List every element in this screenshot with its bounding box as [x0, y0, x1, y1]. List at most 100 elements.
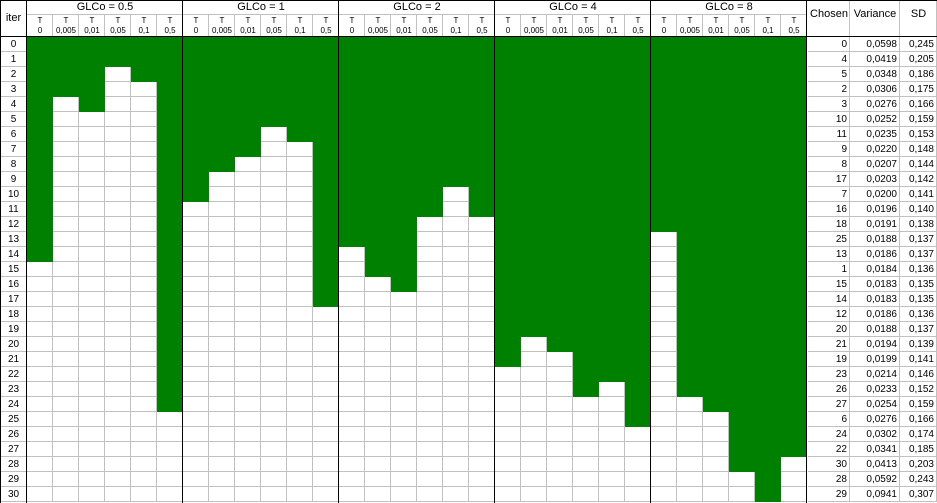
- data-cell[interactable]: [469, 457, 495, 472]
- data-cell[interactable]: [521, 187, 547, 202]
- data-cell[interactable]: [53, 442, 79, 457]
- data-cell[interactable]: [547, 232, 573, 247]
- data-cell[interactable]: [235, 172, 261, 187]
- data-cell[interactable]: [183, 202, 209, 217]
- data-cell[interactable]: [339, 397, 365, 412]
- data-cell[interactable]: [105, 37, 131, 52]
- data-cell[interactable]: [625, 157, 651, 172]
- data-cell[interactable]: [183, 142, 209, 157]
- data-cell[interactable]: [625, 412, 651, 427]
- data-cell[interactable]: [287, 457, 313, 472]
- data-cell[interactable]: [755, 142, 781, 157]
- data-cell[interactable]: [391, 262, 417, 277]
- summary-cell[interactable]: [850, 202, 900, 217]
- data-cell[interactable]: [573, 37, 599, 52]
- data-cell[interactable]: [365, 52, 391, 67]
- data-cell[interactable]: [677, 202, 703, 217]
- data-cell[interactable]: [755, 82, 781, 97]
- data-cell[interactable]: [261, 202, 287, 217]
- summary-cell[interactable]: [850, 217, 900, 232]
- data-cell[interactable]: [599, 322, 625, 337]
- data-cell[interactable]: [677, 217, 703, 232]
- data-cell[interactable]: [703, 337, 729, 352]
- data-cell[interactable]: [27, 307, 53, 322]
- data-cell[interactable]: [261, 127, 287, 142]
- data-cell[interactable]: [521, 97, 547, 112]
- data-cell[interactable]: [677, 262, 703, 277]
- data-cell[interactable]: [417, 322, 443, 337]
- data-cell[interactable]: [313, 487, 339, 502]
- data-cell[interactable]: [105, 292, 131, 307]
- data-cell[interactable]: [105, 367, 131, 382]
- data-cell[interactable]: [495, 352, 521, 367]
- data-cell[interactable]: [131, 337, 157, 352]
- data-cell[interactable]: [53, 52, 79, 67]
- data-cell[interactable]: [339, 277, 365, 292]
- data-cell[interactable]: [703, 397, 729, 412]
- data-cell[interactable]: [599, 97, 625, 112]
- data-cell[interactable]: [313, 202, 339, 217]
- data-cell[interactable]: [105, 172, 131, 187]
- data-cell[interactable]: [209, 187, 235, 202]
- summary-cell[interactable]: [850, 142, 900, 157]
- data-cell[interactable]: [131, 247, 157, 262]
- data-cell[interactable]: [183, 112, 209, 127]
- data-cell[interactable]: [79, 457, 105, 472]
- data-cell[interactable]: [105, 307, 131, 322]
- data-cell[interactable]: [287, 202, 313, 217]
- data-cell[interactable]: [391, 427, 417, 442]
- data-cell[interactable]: [79, 412, 105, 427]
- data-cell[interactable]: [365, 322, 391, 337]
- data-cell[interactable]: [625, 472, 651, 487]
- summary-cell[interactable]: [850, 307, 900, 322]
- data-cell[interactable]: [703, 157, 729, 172]
- data-cell[interactable]: [599, 82, 625, 97]
- summary-cell[interactable]: [808, 292, 850, 307]
- data-cell[interactable]: [781, 292, 807, 307]
- data-cell[interactable]: [339, 52, 365, 67]
- data-cell[interactable]: [209, 352, 235, 367]
- data-cell[interactable]: [651, 142, 677, 157]
- data-cell[interactable]: [287, 52, 313, 67]
- data-cell[interactable]: [391, 202, 417, 217]
- data-cell[interactable]: [287, 412, 313, 427]
- data-cell[interactable]: [547, 157, 573, 172]
- data-cell[interactable]: [261, 337, 287, 352]
- data-cell[interactable]: [235, 337, 261, 352]
- data-cell[interactable]: [677, 487, 703, 502]
- data-cell[interactable]: [53, 427, 79, 442]
- data-cell[interactable]: [131, 127, 157, 142]
- data-cell[interactable]: [599, 202, 625, 217]
- data-cell[interactable]: [443, 472, 469, 487]
- data-cell[interactable]: [755, 52, 781, 67]
- data-cell[interactable]: [27, 487, 53, 502]
- data-cell[interactable]: [755, 382, 781, 397]
- data-cell[interactable]: [625, 457, 651, 472]
- data-cell[interactable]: [703, 37, 729, 52]
- data-cell[interactable]: [417, 82, 443, 97]
- data-cell[interactable]: [183, 397, 209, 412]
- data-cell[interactable]: [417, 247, 443, 262]
- summary-cell[interactable]: [808, 97, 850, 112]
- data-cell[interactable]: [157, 397, 183, 412]
- data-cell[interactable]: [651, 412, 677, 427]
- data-cell[interactable]: [105, 97, 131, 112]
- data-cell[interactable]: [235, 442, 261, 457]
- data-cell[interactable]: [625, 247, 651, 262]
- data-cell[interactable]: [781, 202, 807, 217]
- data-cell[interactable]: [183, 427, 209, 442]
- data-cell[interactable]: [209, 307, 235, 322]
- data-cell[interactable]: [183, 247, 209, 262]
- data-cell[interactable]: [235, 367, 261, 382]
- data-cell[interactable]: [183, 472, 209, 487]
- data-cell[interactable]: [365, 412, 391, 427]
- data-cell[interactable]: [521, 442, 547, 457]
- data-cell[interactable]: [625, 292, 651, 307]
- data-cell[interactable]: [625, 277, 651, 292]
- data-cell[interactable]: [469, 397, 495, 412]
- data-cell[interactable]: [157, 247, 183, 262]
- data-cell[interactable]: [495, 142, 521, 157]
- data-cell[interactable]: [573, 157, 599, 172]
- data-cell[interactable]: [157, 337, 183, 352]
- summary-cell[interactable]: [808, 202, 850, 217]
